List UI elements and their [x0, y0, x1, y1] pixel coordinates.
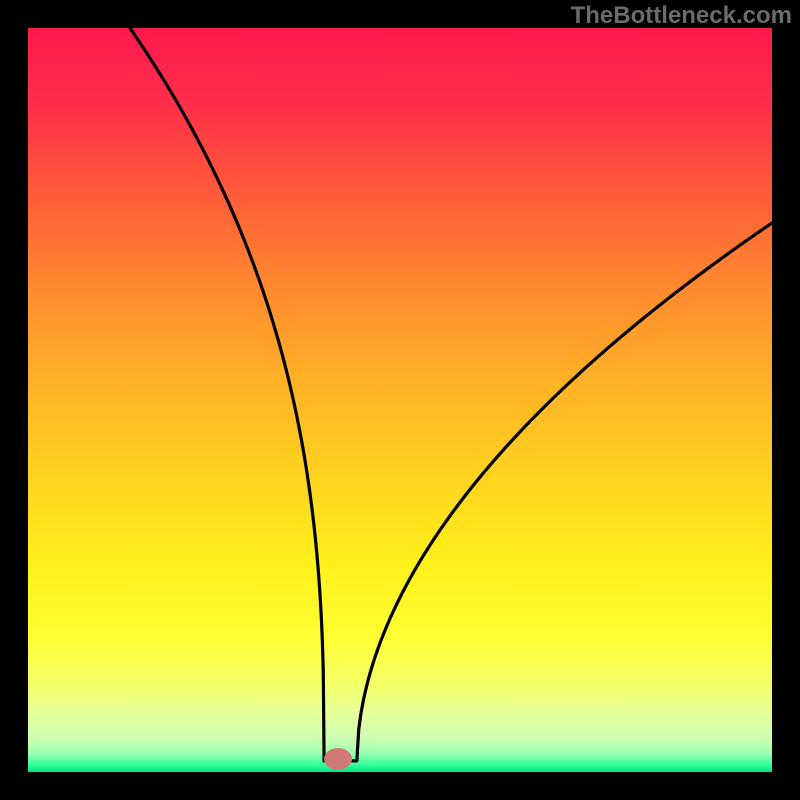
bottleneck-curve [130, 28, 772, 761]
chart-stage: TheBottleneck.com [0, 0, 800, 800]
curve-layer [28, 28, 772, 772]
gradient-plot-area [28, 28, 772, 772]
watermark-text: TheBottleneck.com [571, 2, 792, 30]
optimum-marker [324, 748, 352, 770]
